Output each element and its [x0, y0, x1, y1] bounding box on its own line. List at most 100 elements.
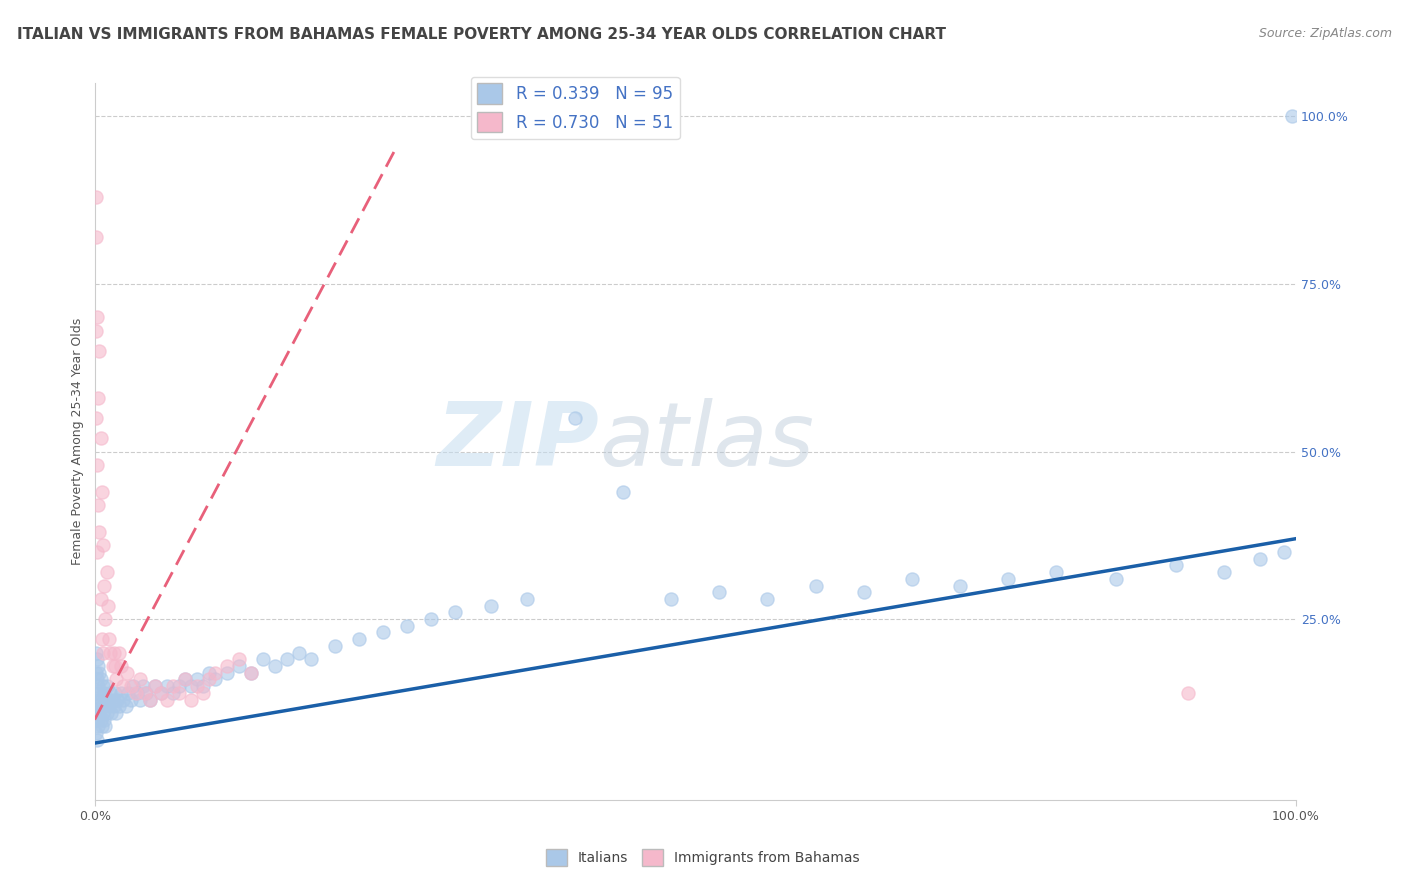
Point: [91, 706, 114, 720]
Point: [93, 686, 115, 700]
Point: [96, 706, 118, 720]
Point: [129, 673, 152, 687]
Point: [98, 632, 121, 647]
Point: [125, 686, 148, 700]
Point: [134, 686, 156, 700]
Point: [90, 632, 112, 647]
Point: [94, 612, 117, 626]
Point: [162, 686, 184, 700]
Point: [156, 692, 179, 706]
Point: [1281, 109, 1303, 123]
Point: [86, 673, 108, 687]
Point: [371, 625, 394, 640]
Point: [104, 659, 127, 673]
Point: [215, 665, 238, 680]
Point: [84, 411, 107, 425]
Point: [347, 632, 370, 647]
Point: [215, 659, 238, 673]
Point: [84, 665, 107, 680]
Point: [90, 692, 112, 706]
Point: [239, 665, 262, 680]
Point: [98, 686, 121, 700]
Point: [900, 572, 922, 586]
Point: [90, 484, 112, 499]
Point: [186, 679, 208, 693]
Point: [90, 673, 112, 687]
Point: [276, 652, 298, 666]
Point: [84, 324, 107, 338]
Point: [87, 659, 110, 673]
Point: [105, 706, 128, 720]
Point: [1249, 551, 1271, 566]
Point: [173, 673, 195, 687]
Text: ZIP: ZIP: [436, 398, 599, 485]
Point: [156, 679, 179, 693]
Point: [1177, 686, 1199, 700]
Point: [101, 692, 124, 706]
Point: [1045, 565, 1067, 579]
Text: Source: ZipAtlas.com: Source: ZipAtlas.com: [1258, 27, 1392, 40]
Text: atlas: atlas: [599, 399, 814, 484]
Point: [180, 679, 202, 693]
Point: [84, 706, 107, 720]
Point: [89, 706, 111, 720]
Point: [997, 572, 1019, 586]
Point: [756, 591, 779, 606]
Point: [149, 686, 172, 700]
Text: ITALIAN VS IMMIGRANTS FROM BAHAMAS FEMALE POVERTY AMONG 25-34 YEAR OLDS CORRELAT: ITALIAN VS IMMIGRANTS FROM BAHAMAS FEMAL…: [17, 27, 946, 42]
Point: [93, 578, 115, 592]
Point: [135, 686, 157, 700]
Point: [98, 646, 121, 660]
Point: [120, 679, 142, 693]
Point: [167, 679, 190, 693]
Point: [198, 665, 221, 680]
Point: [89, 343, 111, 358]
Point: [103, 646, 125, 660]
Point: [395, 619, 418, 633]
Legend: Italians, Immigrants from Bahamas: Italians, Immigrants from Bahamas: [540, 844, 866, 871]
Point: [191, 679, 214, 693]
Point: [90, 719, 112, 733]
Point: [89, 665, 111, 680]
Point: [186, 673, 208, 687]
Point: [84, 686, 107, 700]
Point: [97, 599, 120, 613]
Point: [124, 686, 146, 700]
Point: [90, 591, 112, 606]
Point: [420, 612, 443, 626]
Point: [86, 458, 108, 472]
Point: [105, 673, 128, 687]
Point: [89, 524, 111, 539]
Point: [323, 639, 346, 653]
Point: [516, 591, 538, 606]
Point: [288, 646, 311, 660]
Point: [87, 699, 110, 714]
Point: [1272, 545, 1295, 559]
Point: [122, 679, 145, 693]
Point: [132, 679, 155, 693]
Point: [564, 411, 586, 425]
Point: [112, 692, 135, 706]
Point: [110, 659, 132, 673]
Legend: R = 0.339   N = 95, R = 0.730   N = 51: R = 0.339 N = 95, R = 0.730 N = 51: [471, 77, 679, 139]
Point: [84, 190, 107, 204]
Point: [90, 713, 112, 727]
Point: [659, 591, 682, 606]
Point: [139, 692, 162, 706]
Point: [91, 679, 114, 693]
Point: [96, 565, 118, 579]
Point: [104, 686, 127, 700]
Point: [84, 646, 107, 660]
Point: [709, 585, 731, 599]
Point: [804, 578, 827, 592]
Point: [103, 699, 125, 714]
Point: [180, 692, 202, 706]
Point: [87, 719, 110, 733]
Point: [96, 679, 118, 693]
Point: [263, 659, 285, 673]
Point: [100, 706, 122, 720]
Point: [139, 692, 162, 706]
Point: [87, 391, 110, 405]
Point: [949, 578, 972, 592]
Point: [143, 679, 166, 693]
